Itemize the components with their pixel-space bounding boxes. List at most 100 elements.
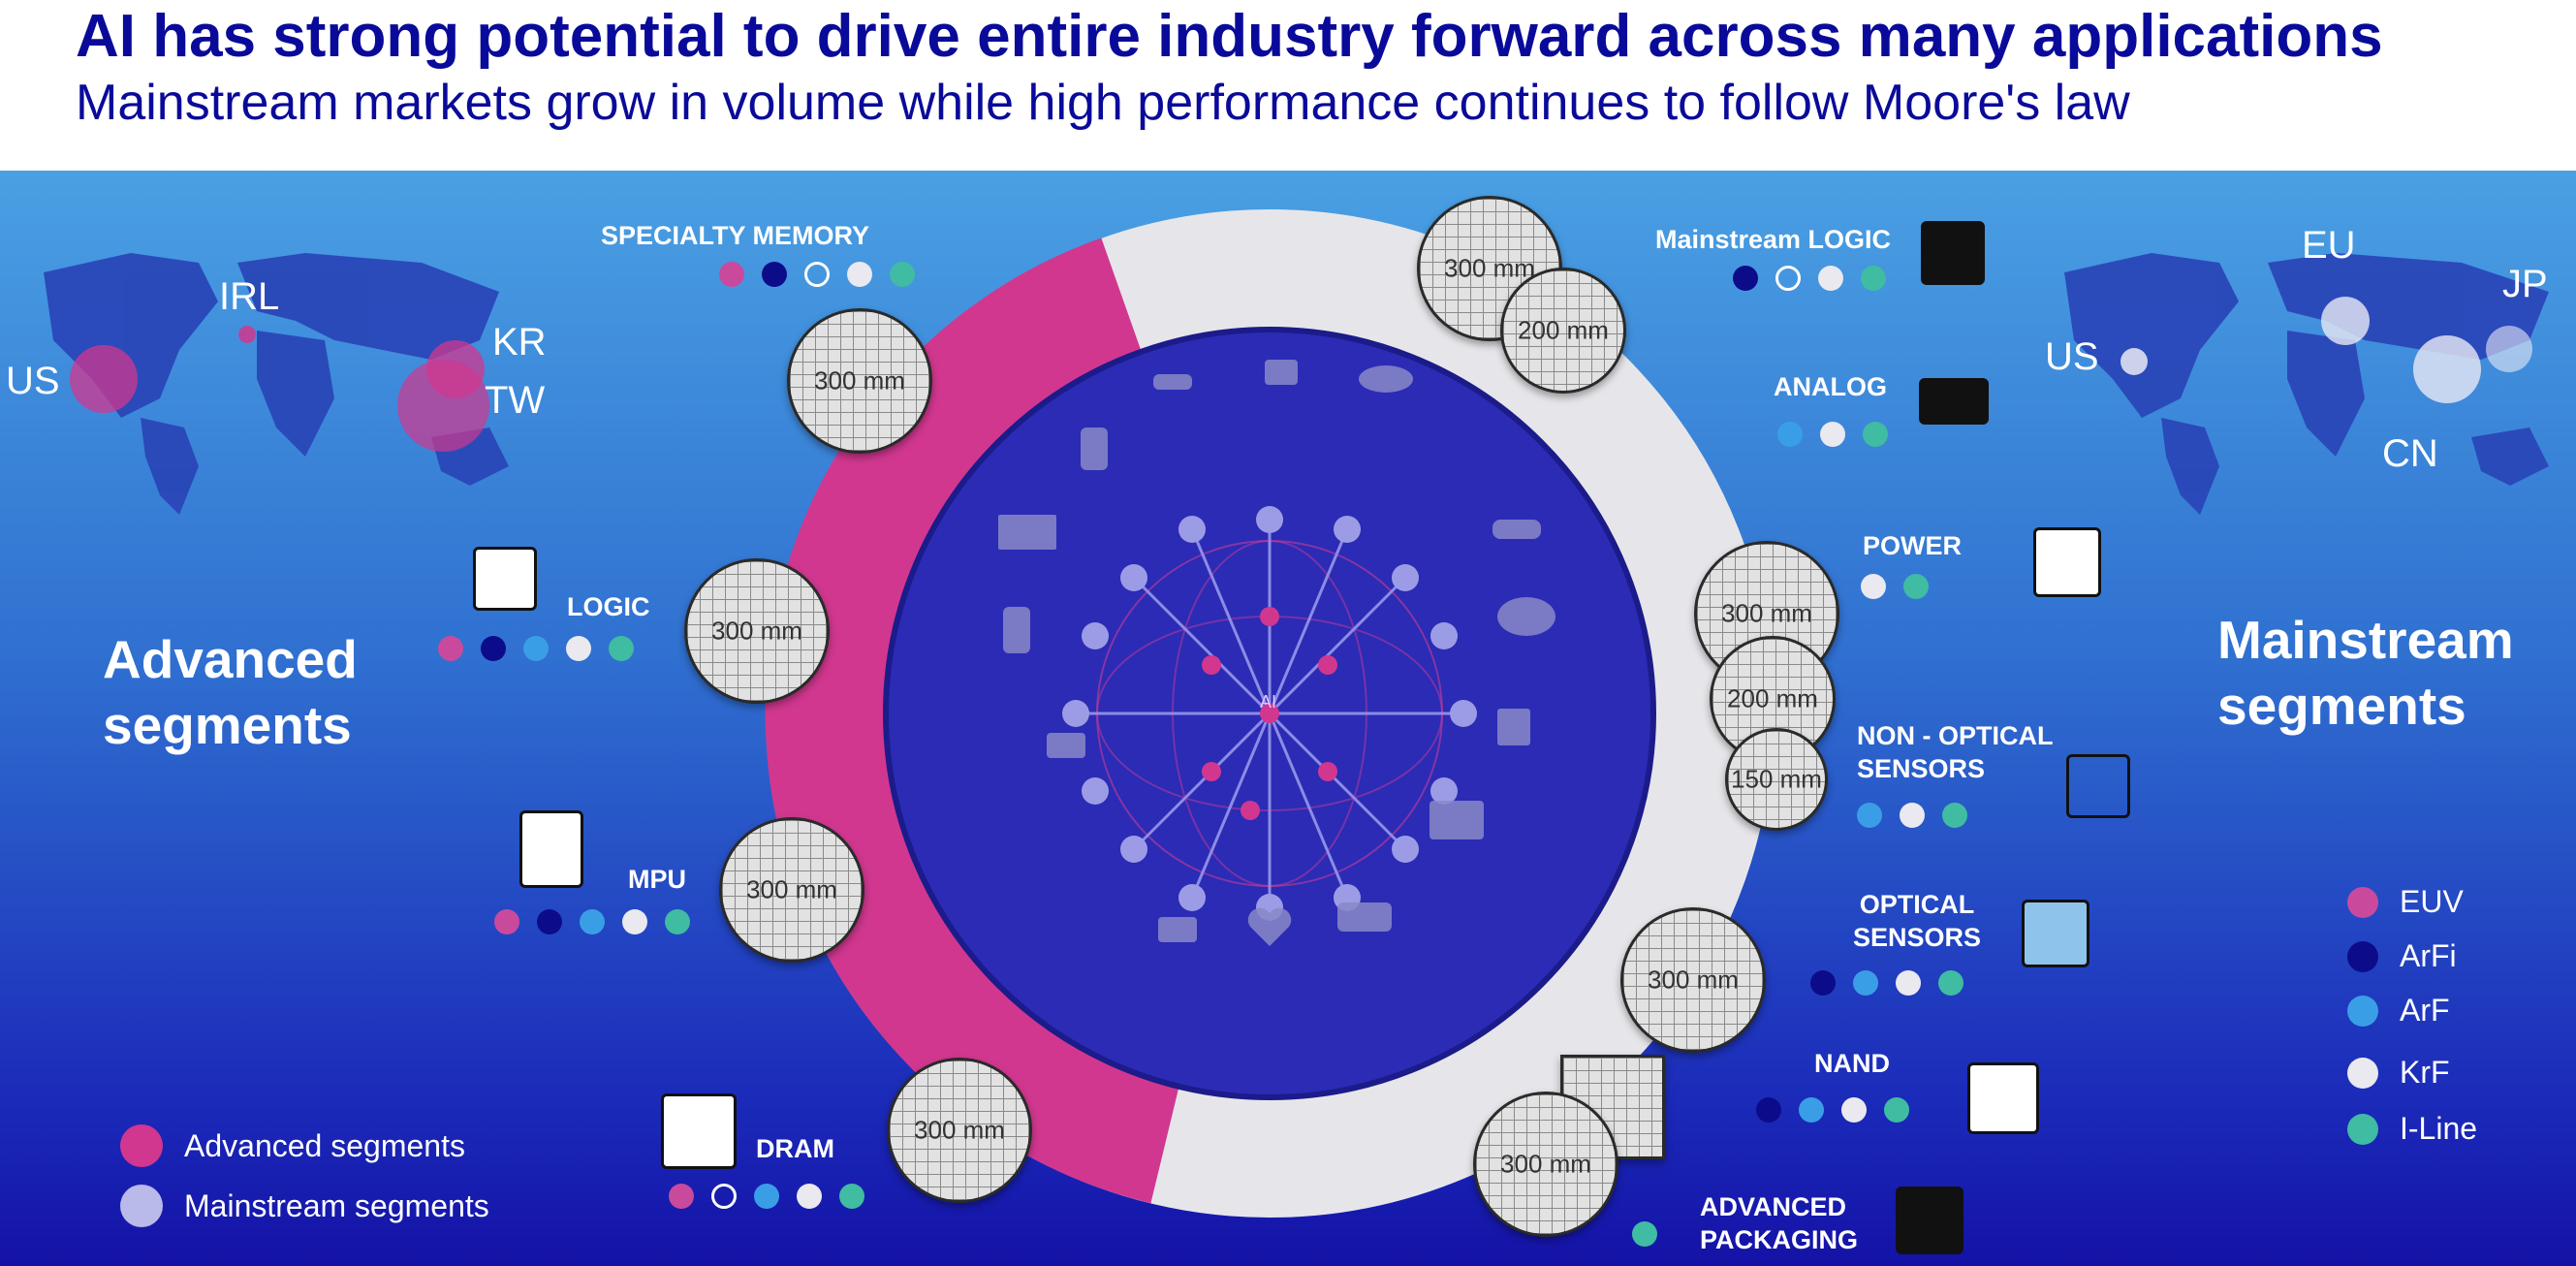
iline-dot	[609, 636, 634, 661]
euv-dot	[494, 909, 519, 934]
legend-euv-swatch	[2347, 886, 2378, 918]
power-chip-icon	[2033, 527, 2101, 597]
map-circle-jp	[2486, 326, 2532, 372]
litho-dots-analog	[1777, 422, 1888, 447]
iline-dot	[1942, 803, 1967, 828]
litho-dots-power	[1861, 574, 1929, 599]
label-mainstream-logic: Mainstream LOGIC	[1655, 225, 1892, 254]
label-logic: LOGIC	[567, 592, 650, 621]
analog-chip-icon	[1919, 378, 1989, 425]
arf-dot	[1777, 422, 1803, 447]
page-title: AI has strong potential to drive entire …	[76, 3, 2383, 70]
legend-krf: KrF	[2347, 1055, 2450, 1091]
logic-chip-icon	[473, 547, 537, 611]
map-label-kr: KR	[492, 321, 547, 364]
wafer-mpu: 300 mm	[719, 817, 864, 963]
litho-dots-logic	[438, 636, 634, 661]
hollow-dot	[1775, 266, 1801, 291]
iline-dot	[890, 262, 915, 287]
arfi-dot	[1733, 266, 1758, 291]
map-label-us-right: US	[2045, 335, 2099, 378]
wafer-size-label: 300 mm	[1648, 965, 1739, 995]
krf-dot	[1820, 422, 1845, 447]
legend-euv-label: EUV	[2400, 884, 2464, 919]
packaging-chip-icon	[1896, 1187, 1963, 1254]
arf-dot	[523, 636, 549, 661]
iline-dot-packaging	[1632, 1221, 1657, 1247]
wafer-logic: 300 mm	[684, 558, 830, 704]
euv-dot	[669, 1184, 694, 1209]
litho-dots-mainstream-logic	[1733, 266, 1886, 291]
map-circle-us-right	[2120, 348, 2148, 375]
wafer-power-150: 150 mm	[1725, 728, 1828, 831]
krf-dot	[797, 1184, 822, 1209]
legend-mainstream-label: Mainstream segments	[184, 1187, 489, 1223]
arf-dot	[754, 1184, 779, 1209]
mainstream-heading-line1: Mainstream	[2217, 610, 2514, 670]
iline-dot	[1938, 970, 1963, 996]
advanced-segments-heading: Advanced segments	[103, 626, 358, 758]
litho-dots-nand	[1756, 1097, 1909, 1123]
nand-chip-icon	[1967, 1062, 2039, 1134]
header: AI has strong potential to drive entire …	[0, 0, 2576, 171]
iline-dot	[665, 909, 690, 934]
map-label-jp: JP	[2502, 263, 2548, 305]
wafer-specialty-memory: 300 mm	[787, 308, 932, 454]
litho-dots-dram	[669, 1184, 864, 1209]
label-optical-sensors: OPTICAL SENSORS	[1853, 888, 1981, 954]
krf-dot	[847, 262, 872, 287]
label-mpu: MPU	[628, 865, 686, 894]
krf-dot	[566, 636, 591, 661]
adv-packaging-line2: PACKAGING	[1700, 1225, 1859, 1254]
wafer-size-label: 150 mm	[1731, 764, 1822, 794]
optical-sensor-icon	[2022, 900, 2089, 967]
legend-euv: EUV	[2347, 884, 2464, 920]
arfi-dot	[1756, 1097, 1781, 1123]
advanced-heading-line2: segments	[103, 695, 352, 755]
world-map-right	[2064, 253, 2549, 515]
hollow-dot	[711, 1184, 737, 1209]
dram-chip-icon	[661, 1093, 737, 1169]
optical-line1: OPTICAL	[1859, 890, 1975, 919]
adv-packaging-line1: ADVANCED	[1700, 1192, 1847, 1221]
map-circle-cn	[2413, 335, 2481, 403]
map-label-tw: TW	[485, 379, 546, 422]
world-map-left	[44, 253, 509, 515]
litho-dots-optical	[1810, 970, 1963, 996]
mainstream-segments-heading: Mainstream segments	[2217, 607, 2514, 739]
mainstream-heading-line2: segments	[2217, 676, 2466, 736]
wafer-size-label: 300 mm	[814, 365, 905, 396]
map-circle-irl	[238, 326, 256, 343]
legend-krf-label: KrF	[2400, 1055, 2450, 1090]
legend-advanced-label: Advanced segments	[184, 1127, 465, 1163]
central-ring	[765, 209, 1774, 1218]
euv-dot	[719, 262, 744, 287]
arf-dot	[1853, 970, 1878, 996]
iline-dot	[1903, 574, 1929, 599]
map-label-cn: CN	[2382, 432, 2438, 475]
arfi-dot	[537, 909, 562, 934]
wafer-size-label: 200 mm	[1727, 683, 1818, 713]
krf-dot	[1841, 1097, 1867, 1123]
wafer-packaging: 300 mm	[1473, 1092, 1618, 1237]
iline-dot	[1861, 266, 1886, 291]
wafer-mainstream-logic-200: 200 mm	[1500, 268, 1626, 394]
arf-dot	[580, 909, 605, 934]
ai-core-label: AI	[1260, 692, 1277, 712]
page-subtitle: Mainstream markets grow in volume while …	[76, 75, 2130, 131]
label-specialty-memory: SPECIALTY MEMORY	[601, 221, 870, 250]
infographic-band: US IRL KR TW US EU JP CN Advanced segmen…	[0, 171, 2576, 1266]
map-circle-us-left	[70, 345, 138, 413]
wafer-dram: 300 mm	[887, 1058, 1032, 1203]
krf-dot	[622, 909, 647, 934]
wafer-size-label: 200 mm	[1518, 315, 1609, 345]
krf-dot	[1900, 803, 1925, 828]
optical-line2: SENSORS	[1853, 923, 1982, 952]
non-optical-line1: NON - OPTICAL	[1857, 721, 2054, 750]
wafer-size-label: 300 mm	[746, 874, 837, 904]
arfi-dot	[1810, 970, 1836, 996]
legend-arf: ArF	[2347, 993, 2450, 1029]
map-label-irl: IRL	[219, 275, 280, 318]
non-optical-sensor-icon	[2066, 754, 2130, 818]
label-non-optical-sensors: NON - OPTICAL SENSORS	[1857, 719, 2054, 785]
